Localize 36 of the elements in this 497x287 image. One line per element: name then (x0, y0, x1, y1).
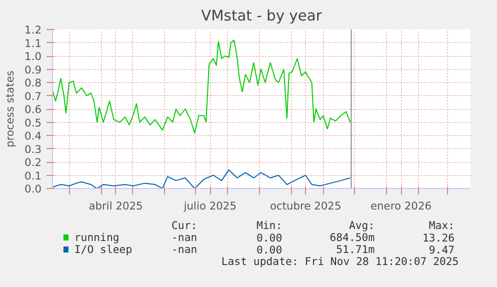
y-tick-label: 0.7 (24, 90, 42, 103)
x-tick-label: julio 2025 (182, 200, 236, 212)
x-tick-label: abril 2025 (88, 200, 143, 212)
text: -nan (172, 231, 198, 244)
text: 9.47 (428, 244, 455, 256)
legend-label: running (74, 231, 120, 244)
y-tick-label: 0.9 (24, 63, 42, 76)
chart-title: VMstat - by year (201, 8, 323, 24)
y-tick-label: 0.4 (24, 130, 42, 142)
y-tick-label: 0.8 (24, 76, 42, 90)
line-series (52, 169, 351, 188)
text: -nan (172, 243, 198, 256)
y-tick-label: 0.1 (24, 169, 42, 182)
line-series (52, 40, 351, 134)
text: Cur: (172, 219, 198, 232)
text: Min: (256, 219, 282, 232)
y-tick-label: 0.2 (24, 156, 42, 169)
text: 51.71m (336, 243, 375, 256)
y-tick-label: 0.6 (24, 103, 42, 116)
y-tick-label: 1.1 (24, 36, 42, 50)
x-tick-label: enero 2026 (370, 200, 432, 212)
y-tick-label: 0.3 (24, 142, 42, 156)
legend-label: I/O sleep (74, 243, 132, 256)
y-tick-label: 0.0 (24, 182, 42, 196)
text: Avg: (348, 219, 375, 232)
text: 13.26 (422, 232, 455, 244)
x-tick-label: octubre 2025 (270, 200, 342, 212)
text: Last update: Fri Nov 28 11:20:07 2025 (221, 255, 459, 268)
y-tick-label: 1.2 (24, 24, 42, 36)
text: 0.00 (256, 244, 282, 256)
y-tick-label: 1.0 (24, 50, 42, 63)
text: 0.00 (256, 232, 282, 244)
y-tick-label: 0.5 (24, 116, 42, 130)
text: Max: (428, 219, 455, 232)
y-axis-title: process states (4, 70, 17, 148)
text: 684.50m (330, 231, 375, 244)
